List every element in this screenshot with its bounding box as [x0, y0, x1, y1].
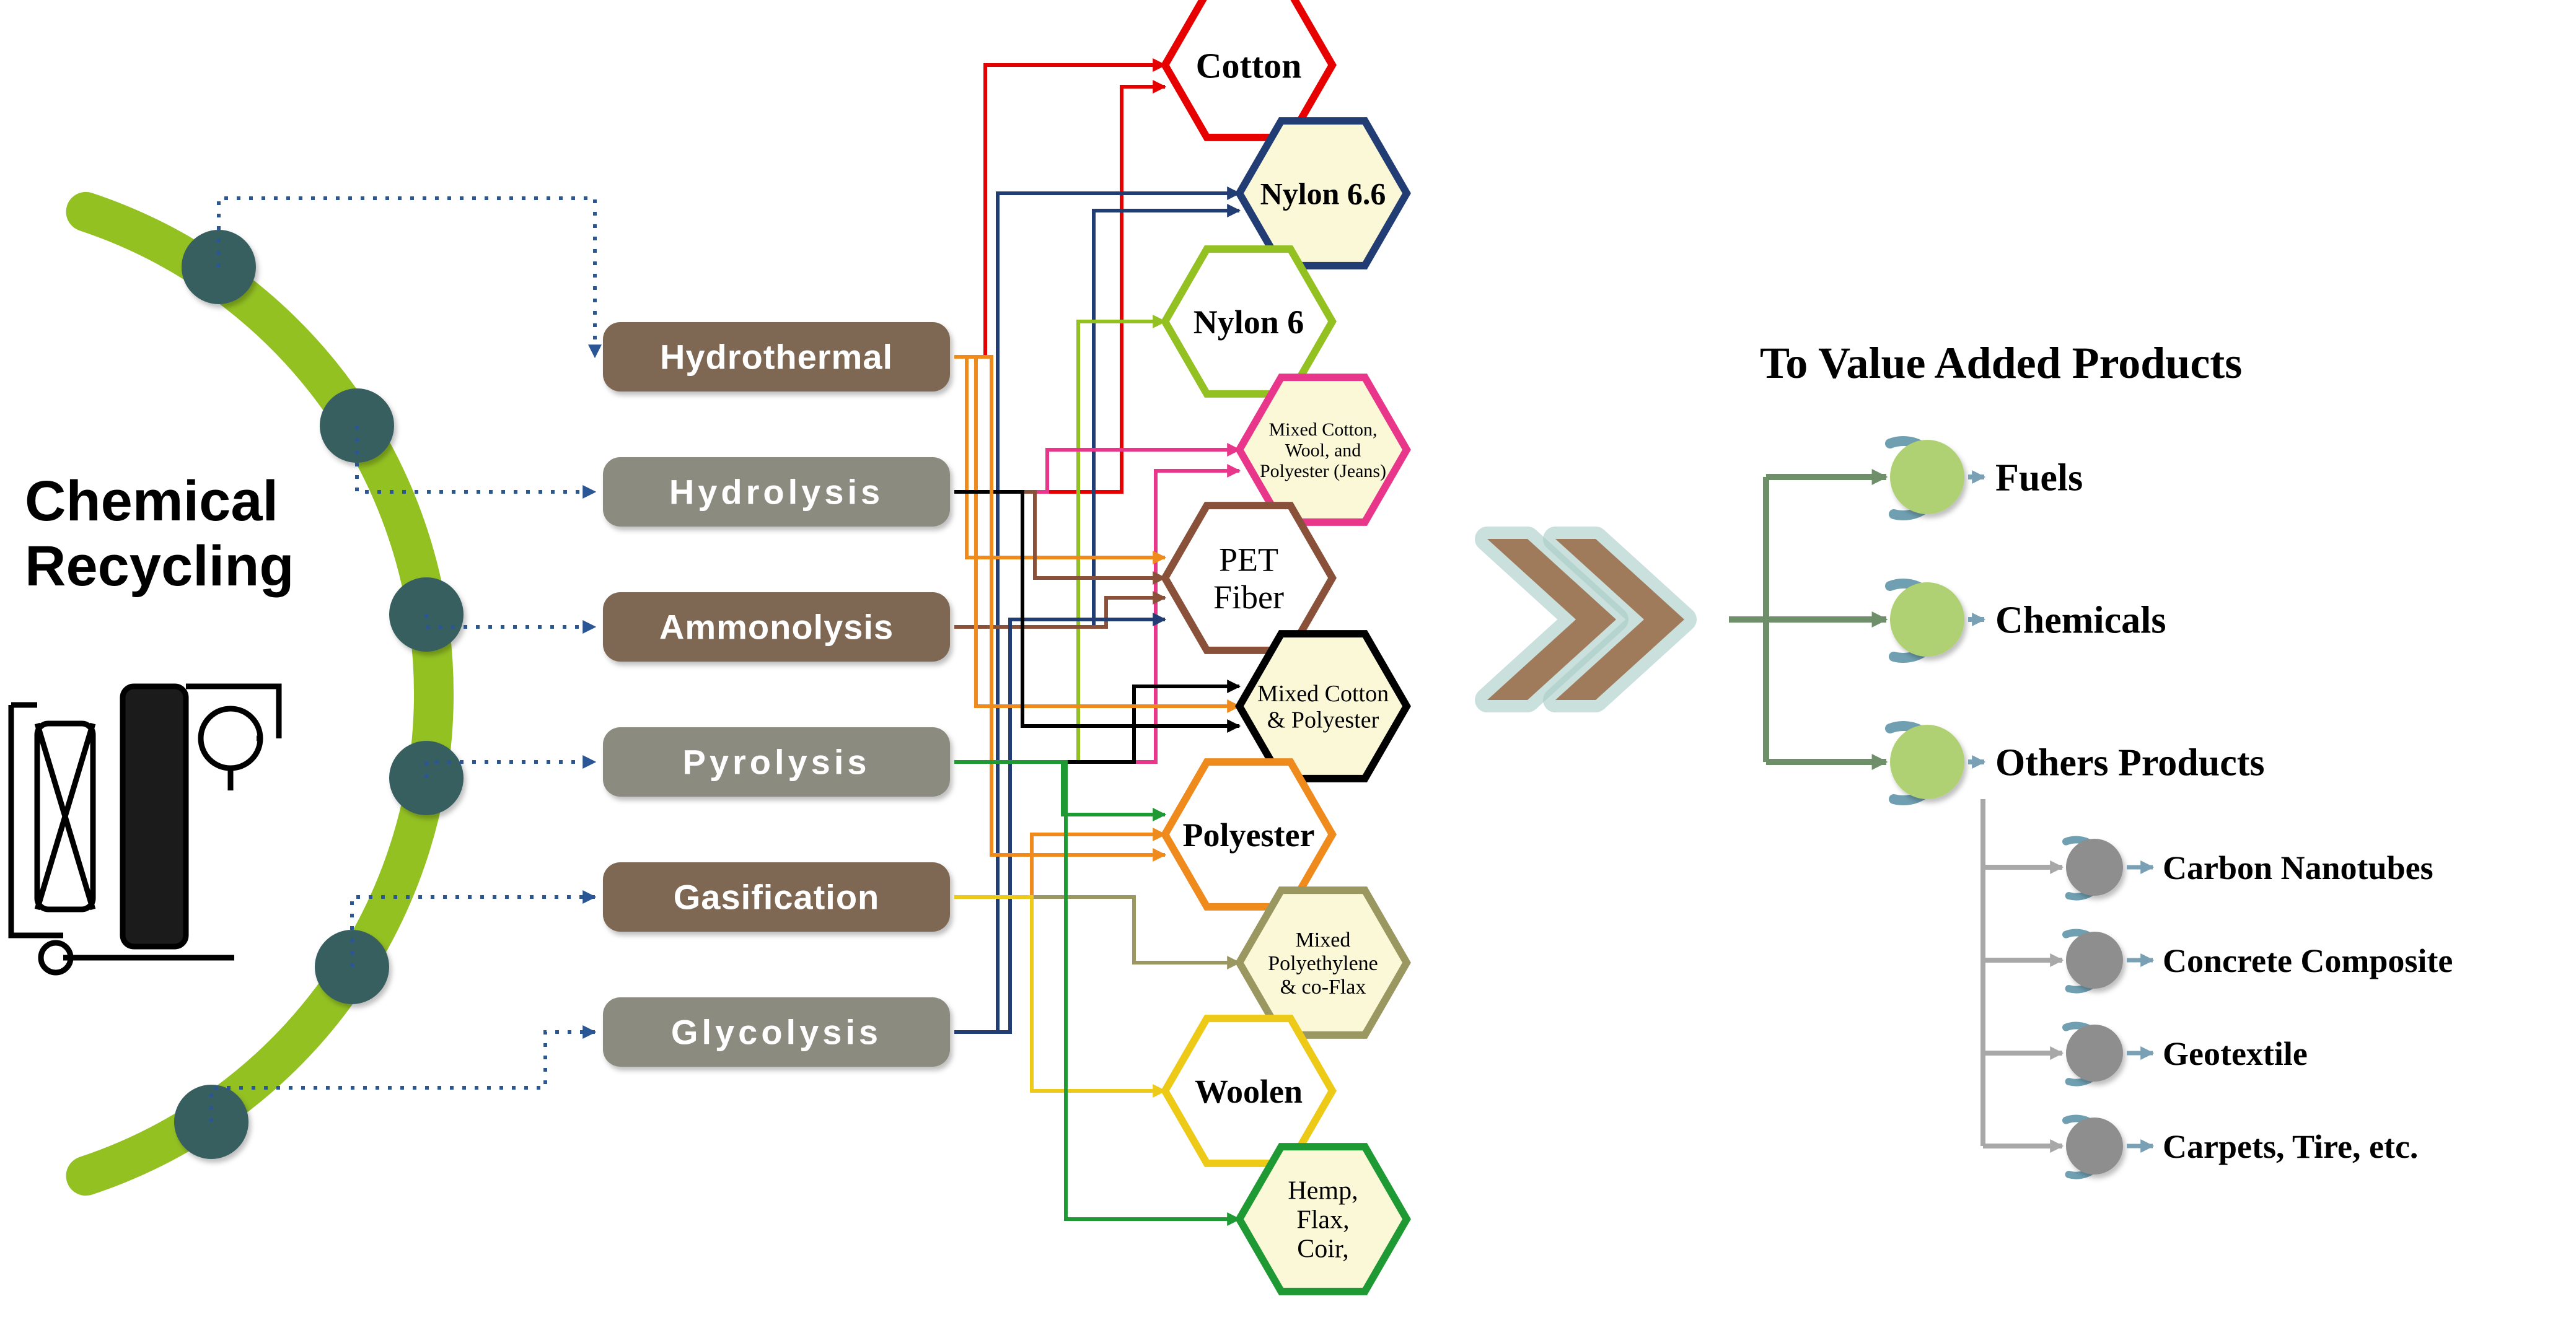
hex-label-hemp-2: Coir,	[1297, 1235, 1349, 1264]
label-others: Others Products	[1995, 742, 2265, 784]
process-label-glycolysis: Glycolysis	[671, 1013, 882, 1052]
hex-label-peflax-0: Mixed	[1296, 929, 1351, 951]
sub-node-concrete	[2066, 932, 2123, 989]
hex-label-hemp-0: Hemp,	[1288, 1177, 1358, 1205]
hex-label-polyester-0: Polyester	[1183, 816, 1315, 854]
hex-label-jeans-1: Wool, and	[1285, 440, 1361, 461]
connection-10	[954, 619, 1165, 1032]
hex-label-mixcp-1: & Polyester	[1267, 707, 1379, 733]
hex-label-pet-1: Fiber	[1213, 579, 1284, 616]
hex-label-cotton-0: Cotton	[1196, 45, 1302, 85]
hex-label-nylon6-0: Nylon 6	[1193, 304, 1304, 341]
process-label-hydrothermal: Hydrothermal	[660, 338, 893, 377]
hex-label-pet-0: PET	[1219, 541, 1278, 579]
products-title: To Value Added Products	[1760, 338, 2242, 388]
label-fuels: Fuels	[1995, 457, 2083, 499]
hex-label-peflax-1: Polyethylene	[1268, 952, 1378, 975]
process-label-hydrolysis: Hydrolysis	[669, 473, 884, 512]
process-label-gasification: Gasification	[674, 878, 880, 917]
connection-8	[954, 492, 1165, 578]
connection-9	[954, 598, 1165, 627]
sub-label-cnt: Carbon Nanotubes	[2163, 849, 2433, 886]
sub-label-concrete: Concrete Composite	[2163, 942, 2453, 979]
node-others	[1890, 725, 1964, 799]
connection-7	[954, 357, 1165, 558]
hex-label-hemp-1: Flax,	[1296, 1206, 1349, 1235]
hex-label-mixcp-0: Mixed Cotton	[1257, 681, 1389, 707]
node-fuels	[1890, 440, 1964, 514]
hex-label-jeans-2: Polyester (Jeans)	[1260, 461, 1386, 481]
sub-label-carpets: Carpets, Tire, etc.	[2163, 1128, 2418, 1165]
process-label-ammonolysis: Ammonolysis	[659, 608, 894, 647]
plant-icon	[11, 686, 279, 973]
connection-15	[954, 834, 1165, 897]
title-line2: Recycling	[25, 535, 294, 598]
label-chemicals: Chemicals	[1995, 600, 2166, 642]
sub-node-cnt	[2066, 839, 2123, 896]
hex-label-woolen-0: Woolen	[1195, 1073, 1303, 1110]
hex-label-nylon66-0: Nylon 6.6	[1260, 177, 1386, 211]
connection-14	[954, 762, 1165, 815]
hex-label-jeans-0: Mixed Cotton,	[1268, 419, 1377, 440]
sub-label-geo: Geotextile	[2163, 1035, 2308, 1072]
sub-node-geo	[2066, 1025, 2123, 1082]
node-chemicals	[1890, 582, 1964, 657]
diagram-canvas: Hydrothermal Hydrolysis Ammonolysis Pyrolys…	[0, 0, 2576, 1343]
title-line1: Chemical	[25, 470, 278, 533]
connection-16	[954, 357, 1165, 855]
hex-label-peflax-2: & co-Flax	[1280, 976, 1366, 999]
process-label-pyrolysis: Pyrolysis	[682, 743, 870, 782]
sub-node-carpets	[2066, 1118, 2123, 1175]
